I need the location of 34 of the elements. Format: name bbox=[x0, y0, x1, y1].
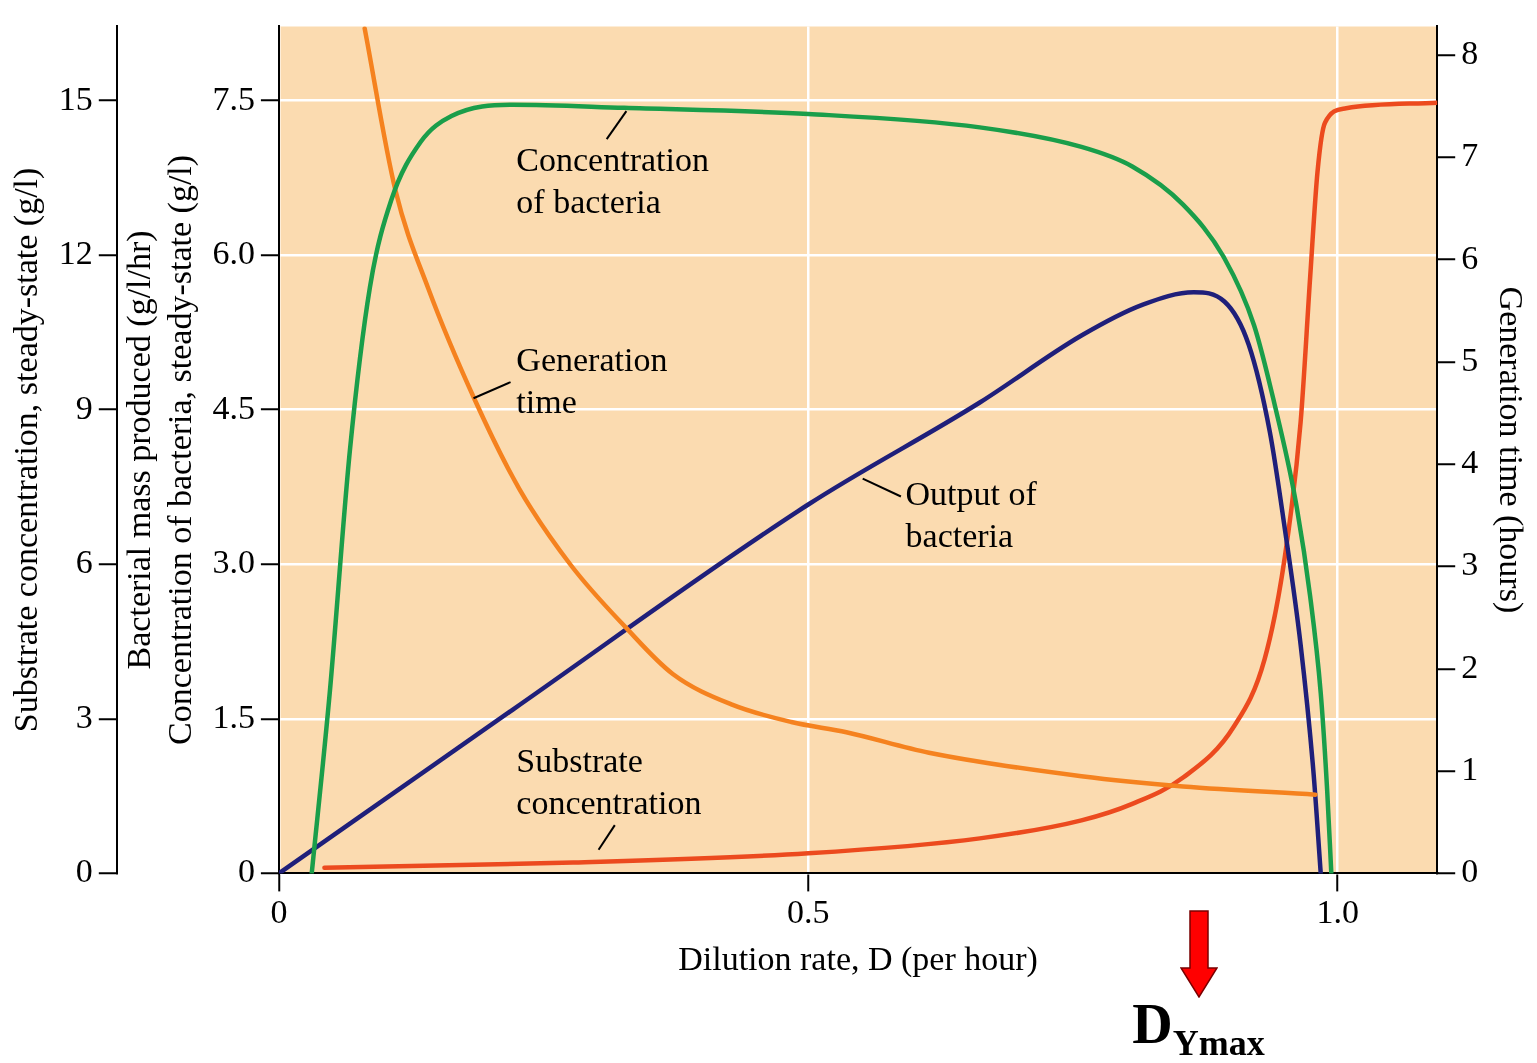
series-label: Output of bacteria bbox=[905, 474, 1038, 554]
x-tick-label: 0.5 bbox=[787, 892, 830, 930]
x-tick-label: 0 bbox=[270, 892, 288, 930]
y-tick-label: 7.5 bbox=[212, 79, 255, 117]
y3-tick-label: 0 bbox=[75, 852, 93, 890]
series-label: Substrate concentration bbox=[516, 742, 702, 822]
y3-tick-label: 12 bbox=[58, 234, 93, 272]
y2-tick-label: 0 bbox=[1461, 852, 1479, 890]
y-tick-label: 6.0 bbox=[212, 234, 255, 272]
y2-tick-label: 1 bbox=[1461, 750, 1479, 788]
y3-axis-title: Substrate concentration, steady-state (g/l) bbox=[7, 167, 46, 733]
series-label: Generation time bbox=[516, 340, 668, 420]
y2-tick-label: 6 bbox=[1461, 238, 1479, 276]
y2-tick-label: 8 bbox=[1461, 33, 1479, 71]
y2-tick-label: 3 bbox=[1461, 545, 1479, 583]
y2-tick-label: 2 bbox=[1461, 647, 1479, 685]
series-label: Concentration of bacteria bbox=[516, 140, 709, 220]
x-tick-label: 1.0 bbox=[1316, 892, 1359, 930]
y-tick-label: 0 bbox=[237, 852, 255, 890]
y3-tick-label: 9 bbox=[75, 388, 93, 426]
y2-tick-label: 5 bbox=[1461, 340, 1479, 378]
y-tick-label: 3.0 bbox=[212, 543, 255, 581]
x-axis-title: Dilution rate, D (per hour) bbox=[678, 939, 1038, 978]
line-series bbox=[278, 290, 1323, 874]
y2-axis-title: Generation time (hours) bbox=[1491, 286, 1530, 614]
y3-tick-label: 6 bbox=[75, 543, 93, 581]
y-tick-label: 1.5 bbox=[212, 697, 255, 735]
text: D$_{Ymax}$ bbox=[1132, 993, 1265, 1063]
y3-tick-label: 3 bbox=[75, 697, 93, 735]
y2-tick-label: 7 bbox=[1461, 136, 1479, 174]
y-axis-title: Bacterial mass produced (g/l/hr) Concentration of bacteria, steady-state (g/l) bbox=[120, 154, 199, 745]
y-tick-label: 4.5 bbox=[212, 388, 255, 426]
y3-tick-label: 15 bbox=[58, 79, 93, 117]
y2-tick-label: 4 bbox=[1461, 443, 1479, 481]
